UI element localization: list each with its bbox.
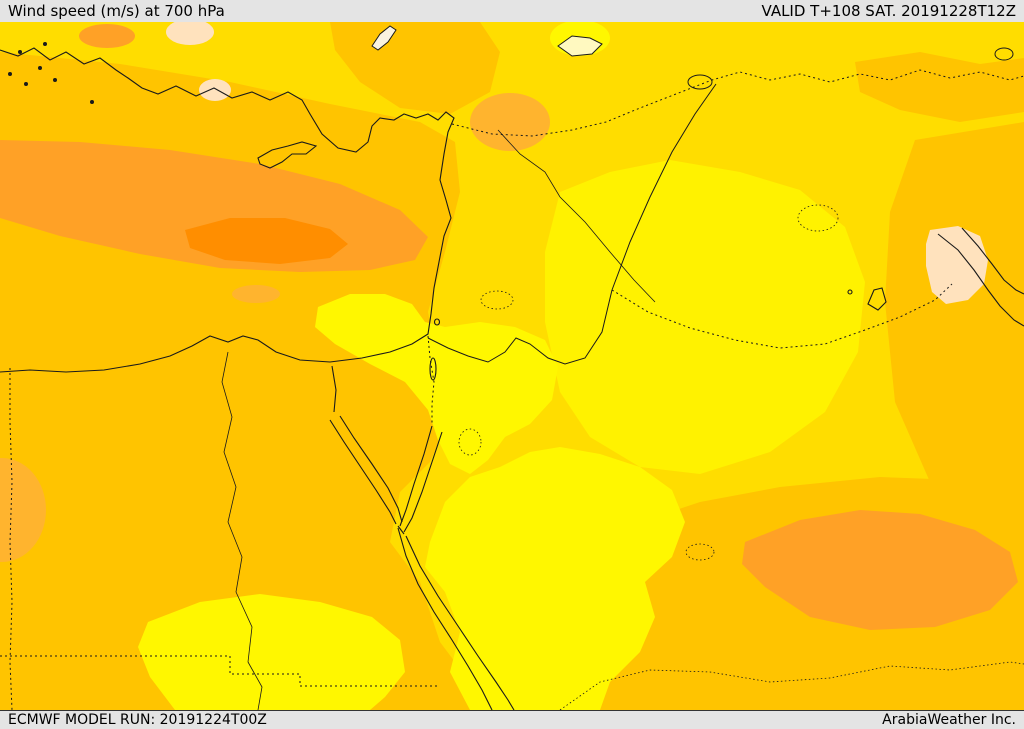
- band-orange-deep-core: [185, 218, 348, 264]
- lake-anatolia-west: [371, 25, 397, 51]
- wind-speed-map-canvas: [0, 22, 1024, 710]
- border-egypt-israel: [427, 335, 435, 424]
- isotach-ring-3: [797, 204, 839, 232]
- island-dot: [18, 50, 22, 54]
- coast-gulf-of-suez: [329, 365, 403, 525]
- border-jordan-saudi: [427, 289, 613, 365]
- map-header-bar: Wind speed (m/s) at 700 hPa VALID T+108 …: [0, 0, 1024, 22]
- wind-speed-bands: [0, 22, 1024, 710]
- map-title: Wind speed (m/s) at 700 hPa: [8, 2, 225, 20]
- coast-red-sea: [397, 527, 515, 710]
- island-dot: [8, 72, 12, 76]
- island-dot: [53, 78, 57, 82]
- band-cream-anatolia-2: [199, 79, 231, 101]
- country-borders-dotted: [0, 69, 1024, 710]
- band-cream-gulf: [926, 226, 988, 304]
- model-run-label: ECMWF MODEL RUN: 20191224T00Z: [8, 712, 267, 728]
- coast-mediterranean: [0, 47, 455, 373]
- band-orange-syria-spot: [470, 93, 550, 151]
- isotach-ring-1: [480, 290, 514, 310]
- island-dot: [38, 66, 42, 70]
- lakes: [371, 25, 1014, 90]
- coast-qatar: [867, 287, 887, 311]
- map-footer-bar: ECMWF MODEL RUN: 20191224T00Z ArabiaWeat…: [0, 710, 1024, 729]
- island-dot: [90, 100, 94, 104]
- island-dot: [43, 42, 47, 46]
- isotach-contours: [458, 204, 1024, 710]
- coast-persian-gulf: [937, 227, 1024, 327]
- bahrain-island: [847, 289, 853, 295]
- weather-map: [0, 22, 1024, 710]
- isotach-ring-2: [458, 428, 482, 456]
- band-orange-aegean-spot: [79, 24, 135, 48]
- coast-cyprus: [257, 141, 318, 169]
- coast-gulf-of-aqaba: [397, 425, 443, 535]
- dead-sea: [429, 357, 437, 381]
- band-bright-upper-egypt: [138, 594, 405, 710]
- band-bright-mesopotamia: [545, 160, 865, 474]
- euphrates-river: [497, 129, 656, 303]
- border-turkey-south: [451, 69, 1024, 137]
- island-dot: [24, 82, 28, 86]
- border-egypt-sudan: [0, 655, 440, 687]
- band-bright-nw-arabia: [425, 447, 685, 710]
- lake-anatolia-east: [687, 74, 713, 90]
- rivers: [221, 129, 656, 710]
- sea-of-galilee: [433, 318, 441, 326]
- aegean-islands: [8, 42, 94, 104]
- border-syria-iraq: [611, 83, 717, 291]
- band-orange-small-spot: [232, 285, 280, 303]
- country-borders-solid: [427, 83, 717, 365]
- nile-river: [221, 351, 263, 710]
- isotach-ring-4: [685, 543, 715, 561]
- isotach-wave-south: [559, 661, 1024, 710]
- valid-time-label: VALID T+108 SAT. 20191228T12Z: [761, 2, 1016, 20]
- coastlines: [0, 47, 1024, 710]
- band-gold-northeast: [855, 52, 1024, 122]
- band-cream-anatolia-1: [166, 22, 214, 45]
- lake-caucasus: [994, 47, 1014, 61]
- band-bright-levant: [315, 294, 558, 474]
- band-orange-south-arabia: [742, 510, 1018, 630]
- band-gold-east: [885, 122, 1024, 492]
- lake-anatolia-central: [557, 35, 603, 57]
- provider-label: ArabiaWeather Inc.: [882, 712, 1016, 728]
